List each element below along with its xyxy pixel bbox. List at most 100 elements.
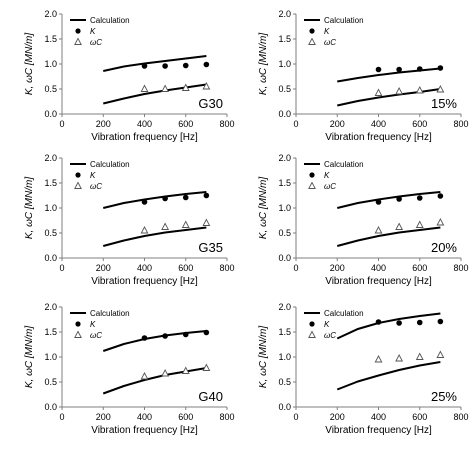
x-tick-label: 200 [330,119,345,129]
legend-label: K [90,320,96,329]
x-tick-label: 200 [96,263,111,273]
x-tick-label: 400 [137,412,152,422]
y-axis-label: K, ωC [MN/m] [258,177,269,239]
y-tick-label: 1.5 [44,178,57,188]
y-axis-label: K, ωC [MN/m] [258,33,269,95]
k-point [162,195,168,202]
x-tick-label: 0 [293,119,298,129]
k-point [162,333,168,339]
y-tick-label: 1.0 [278,352,291,362]
y-tick-label: 2.0 [44,9,57,19]
calculation-line [336,226,441,247]
x-tick-label: 200 [96,412,111,422]
y-tick-label: 2.0 [278,153,291,163]
legend-circle-swatch [309,321,315,327]
legend-label: ωC [90,182,102,191]
legend-label: Calculation [90,309,130,318]
k-point [437,65,444,71]
y-tick-label: 0.5 [278,84,291,94]
x-tick-label: 400 [371,263,386,273]
y-tick-label: 0.0 [278,253,291,263]
x-tick-label: 400 [137,119,152,129]
x-tick-label: 800 [453,263,468,273]
y-tick-label: 1.5 [278,34,291,44]
x-tick-label: 600 [412,263,427,273]
k-point [162,63,168,69]
chart-panel-3: 0.0 0.5 1.0 1.5 2.0 0 200 400 600 800 Vibration fr… [258,153,469,287]
legend-triangle-swatch [308,181,316,189]
omega-c-point [395,222,404,230]
y-tick-label: 0.5 [44,228,57,238]
y-tick-label: 2.0 [44,302,57,312]
legend-triangle-swatch [308,330,316,338]
legend-circle-swatch [75,172,81,178]
k-point [375,319,382,325]
calculation-line [103,83,207,105]
x-axis-label: Vibration frequency [Hz] [325,276,432,287]
legend-label: K [324,171,330,180]
omega-c-point [140,226,149,234]
x-tick-label: 600 [178,119,193,129]
legend-label: ωC [90,38,102,47]
y-tick-label: 1.0 [278,203,291,213]
x-tick-label: 600 [412,119,427,129]
omega-c-point [374,355,383,363]
y-tick-label: 0.5 [278,228,291,238]
x-tick-label: 200 [330,412,345,422]
legend-label: Calculation [324,309,364,318]
x-tick-label: 600 [178,263,193,273]
y-tick-label: 0.0 [278,402,291,412]
legend-label: ωC [324,38,336,47]
k-point [203,61,210,68]
x-tick-label: 600 [412,412,427,422]
x-tick-label: 600 [178,412,193,422]
x-tick-label: 800 [219,412,234,422]
calculation-line [336,361,441,391]
x-tick-label: 200 [96,119,111,129]
k-point [437,318,444,325]
k-point [182,194,189,201]
x-tick-label: 200 [330,263,345,273]
omega-c-point [161,222,170,230]
legend-triangle-swatch [74,330,82,338]
calculation-line [102,330,207,352]
legend-label: ωC [90,331,102,340]
y-tick-label: 0.0 [44,253,57,263]
y-tick-label: 1.5 [278,327,291,337]
chart-panel-4: 0.0 0.5 1.0 1.5 2.0 0 200 400 600 800 Vibration fr… [24,302,235,436]
omega-c-point [181,366,190,374]
x-tick-label: 800 [453,119,468,129]
x-axis-label: Vibration frequency [Hz] [91,425,198,436]
x-tick-label: 800 [219,119,234,129]
k-point [182,62,189,69]
omega-c-point [395,354,404,362]
y-tick-label: 0.5 [44,377,57,387]
y-tick-label: 0.0 [44,109,57,119]
x-tick-label: 0 [293,412,298,422]
k-point [203,192,210,199]
omega-c-point [436,218,445,226]
omega-c-point [140,372,149,380]
x-tick-label: 0 [293,263,298,273]
y-tick-label: 2.0 [278,302,291,312]
legend-label: Calculation [90,16,130,25]
k-point [141,335,148,341]
k-point [416,195,423,201]
x-axis-label: Vibration frequency [Hz] [325,425,432,436]
legend-circle-swatch [309,172,315,178]
calculation-line [337,191,441,209]
omega-c-point [374,88,383,96]
y-tick-label: 2.0 [278,9,291,19]
chart-panel-2: 0.0 0.5 1.0 1.5 2.0 0 200 400 600 800 Vibration fr… [24,153,235,287]
k-point [182,331,189,338]
y-tick-label: 1.0 [44,352,57,362]
legend-triangle-swatch [74,37,82,45]
omega-c-point [202,218,211,226]
k-point [375,199,382,205]
y-tick-label: 0.0 [278,109,291,119]
x-axis-label: Vibration frequency [Hz] [91,132,198,143]
omega-c-point [415,220,424,228]
y-tick-label: 1.0 [44,59,57,69]
x-tick-label: 0 [59,412,64,422]
